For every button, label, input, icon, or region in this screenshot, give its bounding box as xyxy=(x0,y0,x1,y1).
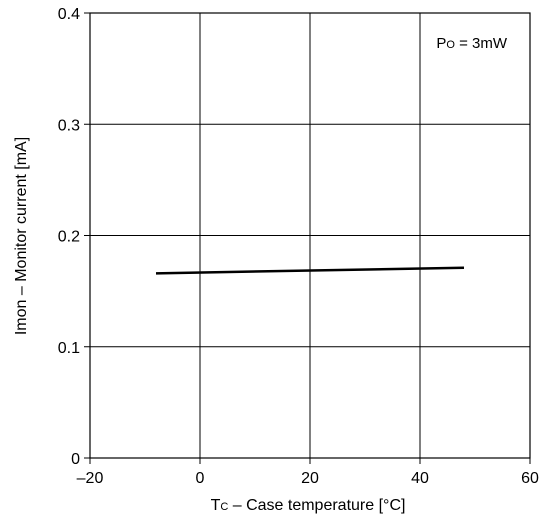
x-axis-label-sub: C xyxy=(220,501,228,513)
x-tick-label: 0 xyxy=(196,470,205,487)
x-axis-label-main: T xyxy=(211,497,221,514)
x-tick-label: 60 xyxy=(521,470,539,487)
x-tick-labels: –20 0 20 40 60 xyxy=(77,458,539,487)
y-tick-label: 0.1 xyxy=(58,340,80,357)
grid-lines xyxy=(90,13,530,458)
y-tick-label: 0.3 xyxy=(58,117,80,134)
x-axis-label-rest: – Case temperature [°C] xyxy=(228,497,405,514)
series-line xyxy=(155,266,465,275)
annotation-sub: O xyxy=(446,39,455,51)
annotation-rest: = 3mW xyxy=(455,35,508,52)
x-axis-label: TC – Case temperature [°C] xyxy=(211,497,406,514)
y-tick-label: 0 xyxy=(71,451,80,468)
y-tick-label: 0.2 xyxy=(58,229,80,246)
y-tick-label: 0.4 xyxy=(58,6,80,23)
y-axis-label: Imon – Monitor current [mA] xyxy=(13,137,30,335)
annotation-main: P xyxy=(436,35,446,52)
x-tick-label: –20 xyxy=(77,470,104,487)
annotation-power: PO = 3mW xyxy=(436,35,508,52)
x-tick-label: 40 xyxy=(411,470,429,487)
x-tick-label: 20 xyxy=(301,470,319,487)
y-tick-labels: 0 0.1 0.2 0.3 0.4 xyxy=(58,6,90,468)
series-group xyxy=(155,266,465,275)
